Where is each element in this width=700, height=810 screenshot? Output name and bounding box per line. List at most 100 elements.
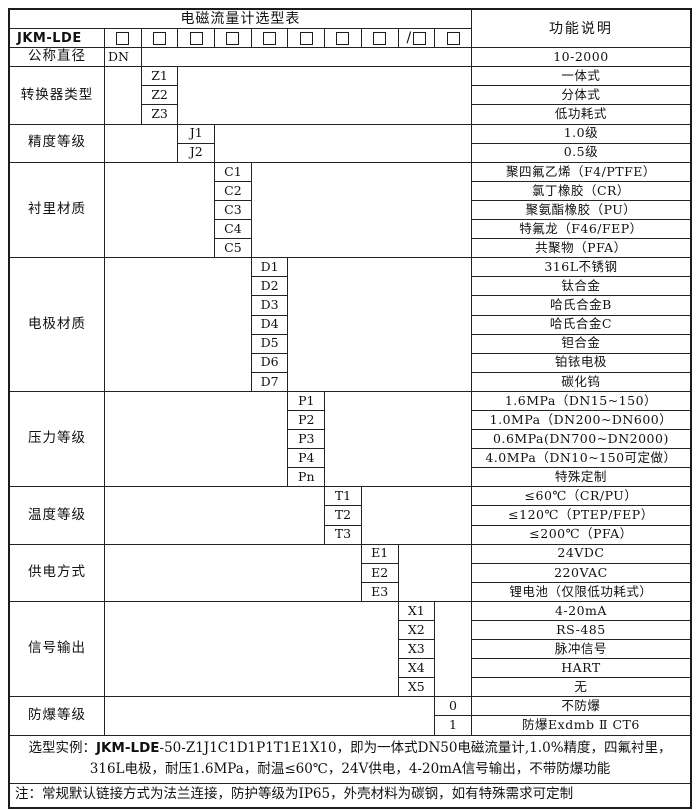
desc-c5: 共聚物（PFA） (471, 239, 690, 259)
group-label-diameter: 公称直径 (10, 48, 105, 68)
code-c4: C4 (215, 220, 252, 240)
slash-separator: / (406, 30, 412, 47)
group-label-temperature: 温度等级 (10, 487, 105, 545)
code-t1: T1 (325, 487, 362, 507)
code-c2: C2 (215, 181, 252, 201)
empty-cell (215, 124, 472, 163)
empty-cell (178, 67, 472, 125)
example-prefix: 选型实例： (28, 740, 96, 757)
code-c5: C5 (215, 239, 252, 259)
desc-d4: 哈氏合金C (471, 315, 690, 335)
empty-cell (105, 258, 252, 392)
code-t3: T3 (325, 525, 362, 545)
model-code-cell-10 (435, 29, 472, 49)
example-line-1: 选型实例：JKM-LDE-50-Z1J1C1D1P1T1E1X10，即为一体式D… (28, 740, 671, 757)
empty-cell (288, 258, 472, 392)
code-checkbox-10[interactable] (446, 31, 460, 45)
code-pn: Pn (288, 468, 326, 488)
desc-d6: 铂铱电极 (471, 353, 690, 373)
model-code-cell-8 (361, 29, 399, 49)
code-e3: E3 (361, 582, 399, 602)
code-e2: E2 (361, 563, 399, 583)
table-title: 电磁流量计选型表 (10, 10, 472, 30)
code-checkbox-7[interactable] (336, 31, 350, 45)
group-label-lining: 衬里材质 (10, 162, 105, 259)
desc-t2: ≤120℃（PTEP/FEP） (471, 506, 690, 526)
empty-cell (105, 601, 399, 698)
desc-p1: 1.6MPa（DN15~150） (471, 391, 690, 411)
empty-cell (105, 124, 179, 163)
code-z1: Z1 (141, 67, 179, 87)
code-checkbox-1[interactable] (116, 31, 130, 45)
desc-p2: 1.0MPa（DN200~DN600） (471, 410, 690, 431)
code-d1: D1 (251, 258, 289, 278)
code-t2: T2 (325, 506, 362, 526)
model-code-cell-2 (141, 29, 179, 49)
model-code-cell-1 (105, 29, 142, 49)
model-code-cell-7 (325, 29, 362, 49)
empty-cell (105, 162, 216, 259)
group-label-electrode: 电极材质 (10, 258, 105, 392)
code-x1: X1 (398, 601, 436, 621)
flowmeter-selection-table: 电磁流量计选型表 功能说明 JKM-LDE / 公称直径 DN 10-2000 … (8, 8, 692, 809)
group-label-signal-output: 信号输出 (10, 601, 105, 698)
desc-j2: 0.5级 (471, 143, 690, 163)
code-d2: D2 (251, 277, 289, 297)
desc-x1: 4-20mA (471, 601, 690, 621)
code-d6: D6 (251, 353, 289, 373)
desc-c2: 氯丁橡胶（CR） (471, 181, 690, 201)
code-checkbox-4[interactable] (226, 31, 240, 45)
code-z2: Z2 (141, 86, 179, 106)
code-e1: E1 (361, 544, 399, 564)
example-line-2: 316L电极，耐压1.6MPa，耐温≤60℃，24V供电，4-20mA信号输出，… (89, 760, 611, 777)
code-c3: C3 (215, 200, 252, 221)
selection-example: 选型实例：JKM-LDE-50-Z1J1C1D1P1T1E1X10，即为一体式D… (10, 735, 690, 784)
code-x5: X5 (398, 678, 436, 698)
empty-cell (141, 48, 472, 68)
code-checkbox-3[interactable] (189, 31, 203, 45)
desc-z3: 低功耗式 (471, 105, 690, 125)
group-label-accuracy: 精度等级 (10, 124, 105, 163)
code-d3: D3 (251, 296, 289, 316)
code-d7: D7 (251, 372, 289, 392)
code-checkbox-8[interactable] (373, 31, 387, 45)
desc-p3: 0.6MPa(DN700~DN2000) (471, 430, 690, 450)
code-d5: D5 (251, 334, 289, 354)
desc-x5: 无 (471, 678, 690, 698)
desc-t3: ≤200℃（PFA） (471, 525, 690, 545)
desc-c1: 聚四氟乙烯（F4/PTFE） (471, 162, 690, 182)
desc-d2: 钛合金 (471, 277, 690, 297)
desc-e2: 220VAC (471, 563, 690, 583)
model-code-cell-4 (215, 29, 252, 49)
desc-x4: HART (471, 659, 690, 679)
code-checkbox-2[interactable] (153, 31, 167, 45)
code-checkbox-5[interactable] (263, 31, 277, 45)
code-p2: P2 (288, 410, 326, 431)
group-label-explosion-proof: 防爆等级 (10, 697, 105, 736)
example-model: JKM-LDE (95, 740, 160, 757)
empty-cell (251, 162, 472, 259)
function-column-header: 功能说明 (471, 10, 690, 49)
code-checkbox-9[interactable] (413, 31, 427, 45)
code-d4: D4 (251, 315, 289, 335)
code-j2: J2 (178, 143, 216, 163)
note-text: 注：常规默认链接方式为法兰连接，防护等级为IP65，外壳材料为碳钢，如有特殊需求… (10, 783, 690, 807)
desc-e1: 24VDC (471, 544, 690, 564)
empty-cell (105, 487, 326, 545)
desc-dn: 10-2000 (471, 48, 690, 68)
code-p3: P3 (288, 430, 326, 450)
group-label-converter-type: 转换器类型 (10, 67, 105, 125)
empty-cell (398, 544, 472, 602)
code-j1: J1 (178, 124, 216, 144)
model-code-cell-5 (251, 29, 289, 49)
code-checkbox-6[interactable] (299, 31, 313, 45)
code-x2: X2 (398, 621, 436, 641)
model-code-cell-6 (288, 29, 326, 49)
group-label-power-supply: 供电方式 (10, 544, 105, 602)
desc-p4: 4.0MPa（DN10~150可定做） (471, 449, 690, 469)
desc-d3: 哈氏合金B (471, 296, 690, 316)
empty-cell (325, 391, 472, 488)
desc-z2: 分体式 (471, 86, 690, 106)
code-p1: P1 (288, 391, 326, 411)
desc-d1: 316L不锈钢 (471, 258, 690, 278)
